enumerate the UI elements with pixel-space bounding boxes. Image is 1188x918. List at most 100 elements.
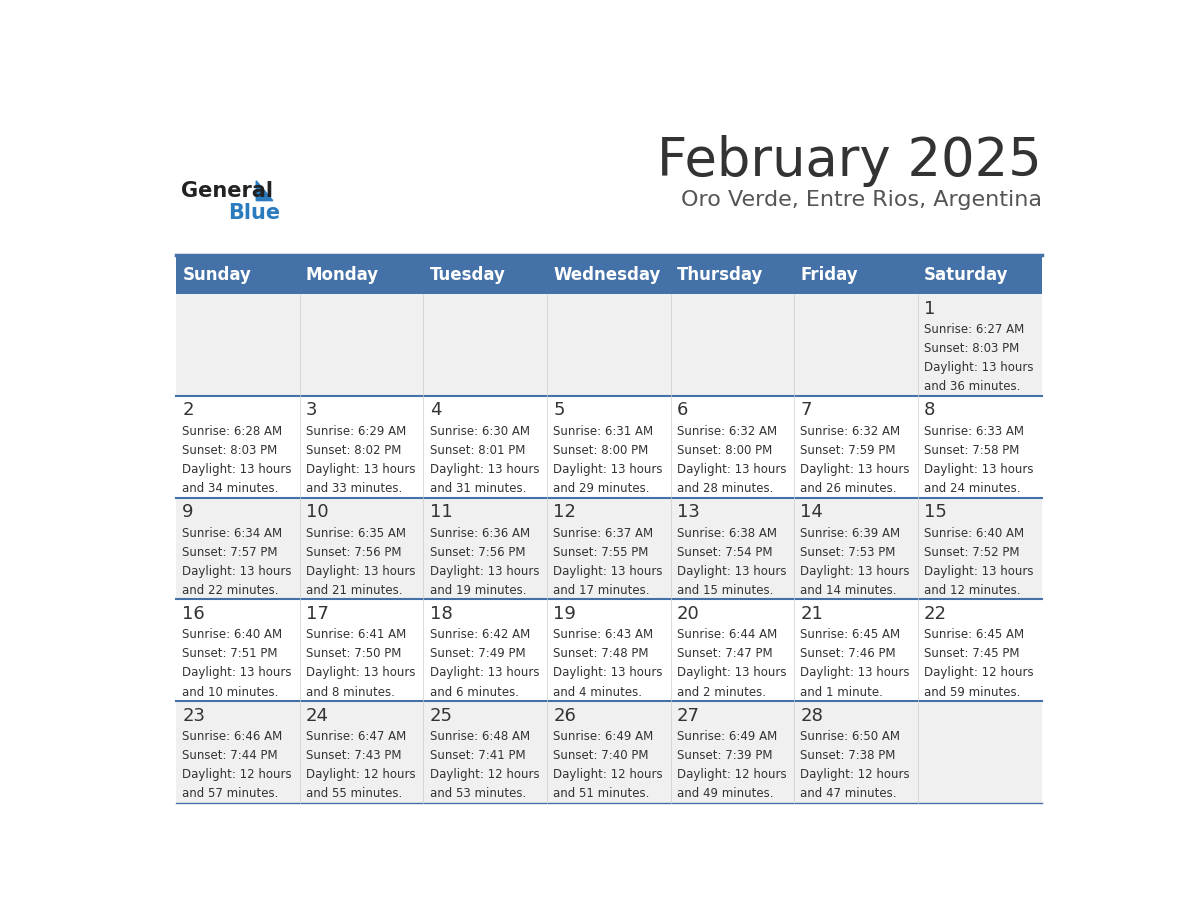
Text: Daylight: 13 hours: Daylight: 13 hours: [430, 565, 539, 577]
Text: Sunrise: 6:40 AM: Sunrise: 6:40 AM: [924, 527, 1024, 540]
Text: Daylight: 13 hours: Daylight: 13 hours: [307, 565, 416, 577]
Text: Sunset: 7:53 PM: Sunset: 7:53 PM: [801, 545, 896, 558]
Text: 19: 19: [554, 605, 576, 623]
Text: Sunrise: 6:42 AM: Sunrise: 6:42 AM: [430, 628, 530, 642]
Text: Daylight: 12 hours: Daylight: 12 hours: [677, 768, 786, 781]
Text: and 36 minutes.: and 36 minutes.: [924, 380, 1020, 393]
Text: Sunrise: 6:38 AM: Sunrise: 6:38 AM: [677, 527, 777, 540]
Text: Sunset: 8:00 PM: Sunset: 8:00 PM: [554, 443, 649, 457]
Text: Sunrise: 6:29 AM: Sunrise: 6:29 AM: [307, 425, 406, 438]
Text: Sunset: 7:56 PM: Sunset: 7:56 PM: [430, 545, 525, 558]
Text: 18: 18: [430, 605, 453, 623]
Text: 17: 17: [307, 605, 329, 623]
Text: Sunrise: 6:32 AM: Sunrise: 6:32 AM: [677, 425, 777, 438]
Text: Daylight: 12 hours: Daylight: 12 hours: [554, 768, 663, 781]
Text: Daylight: 13 hours: Daylight: 13 hours: [924, 565, 1034, 577]
Text: and 10 minutes.: and 10 minutes.: [182, 686, 279, 699]
Text: 2: 2: [182, 401, 194, 420]
FancyBboxPatch shape: [176, 498, 1042, 599]
Text: 1: 1: [924, 299, 935, 318]
FancyBboxPatch shape: [795, 255, 918, 294]
Text: Daylight: 12 hours: Daylight: 12 hours: [307, 768, 416, 781]
Text: Sunrise: 6:33 AM: Sunrise: 6:33 AM: [924, 425, 1024, 438]
Text: 7: 7: [801, 401, 811, 420]
Text: 9: 9: [182, 503, 194, 521]
FancyBboxPatch shape: [176, 701, 1042, 803]
Text: 12: 12: [554, 503, 576, 521]
Text: Thursday: Thursday: [677, 265, 763, 284]
Text: Sunrise: 6:46 AM: Sunrise: 6:46 AM: [182, 730, 283, 743]
Text: Sunset: 7:58 PM: Sunset: 7:58 PM: [924, 443, 1019, 457]
Text: 28: 28: [801, 707, 823, 724]
Text: and 26 minutes.: and 26 minutes.: [801, 482, 897, 495]
Text: Sunset: 7:59 PM: Sunset: 7:59 PM: [801, 443, 896, 457]
Text: Sunset: 8:03 PM: Sunset: 8:03 PM: [182, 443, 278, 457]
Text: Friday: Friday: [801, 265, 858, 284]
Text: Daylight: 13 hours: Daylight: 13 hours: [677, 565, 786, 577]
Text: Daylight: 13 hours: Daylight: 13 hours: [924, 463, 1034, 476]
Text: Daylight: 13 hours: Daylight: 13 hours: [924, 361, 1034, 375]
Text: Sunset: 7:49 PM: Sunset: 7:49 PM: [430, 647, 525, 660]
Text: Sunset: 7:57 PM: Sunset: 7:57 PM: [182, 545, 278, 558]
Text: and 15 minutes.: and 15 minutes.: [677, 584, 773, 597]
Text: and 24 minutes.: and 24 minutes.: [924, 482, 1020, 495]
Text: Daylight: 13 hours: Daylight: 13 hours: [677, 666, 786, 679]
Text: Sunday: Sunday: [182, 265, 251, 284]
Text: and 31 minutes.: and 31 minutes.: [430, 482, 526, 495]
Text: and 1 minute.: and 1 minute.: [801, 686, 884, 699]
Text: Sunrise: 6:28 AM: Sunrise: 6:28 AM: [182, 425, 283, 438]
Text: Sunrise: 6:37 AM: Sunrise: 6:37 AM: [554, 527, 653, 540]
Text: Daylight: 13 hours: Daylight: 13 hours: [430, 666, 539, 679]
Text: Sunset: 7:43 PM: Sunset: 7:43 PM: [307, 749, 402, 762]
Text: Wednesday: Wednesday: [554, 265, 661, 284]
Text: Sunset: 7:50 PM: Sunset: 7:50 PM: [307, 647, 402, 660]
Text: Sunrise: 6:34 AM: Sunrise: 6:34 AM: [182, 527, 283, 540]
Text: 8: 8: [924, 401, 935, 420]
Text: and 49 minutes.: and 49 minutes.: [677, 788, 773, 800]
Text: and 55 minutes.: and 55 minutes.: [307, 788, 403, 800]
Text: Daylight: 12 hours: Daylight: 12 hours: [924, 666, 1034, 679]
Text: 22: 22: [924, 605, 947, 623]
FancyBboxPatch shape: [918, 255, 1042, 294]
FancyBboxPatch shape: [176, 599, 1042, 701]
Text: 26: 26: [554, 707, 576, 724]
FancyBboxPatch shape: [546, 255, 671, 294]
Text: February 2025: February 2025: [657, 135, 1042, 187]
Text: and 59 minutes.: and 59 minutes.: [924, 686, 1020, 699]
Text: and 17 minutes.: and 17 minutes.: [554, 584, 650, 597]
Text: Sunset: 8:01 PM: Sunset: 8:01 PM: [430, 443, 525, 457]
Text: Sunrise: 6:44 AM: Sunrise: 6:44 AM: [677, 628, 777, 642]
Text: Daylight: 13 hours: Daylight: 13 hours: [554, 565, 663, 577]
Text: Daylight: 13 hours: Daylight: 13 hours: [801, 666, 910, 679]
Text: Sunset: 7:55 PM: Sunset: 7:55 PM: [554, 545, 649, 558]
Text: Daylight: 13 hours: Daylight: 13 hours: [677, 463, 786, 476]
Text: 25: 25: [430, 707, 453, 724]
Text: 23: 23: [182, 707, 206, 724]
Text: Sunset: 7:47 PM: Sunset: 7:47 PM: [677, 647, 772, 660]
Text: Sunrise: 6:47 AM: Sunrise: 6:47 AM: [307, 730, 406, 743]
Text: Sunset: 8:03 PM: Sunset: 8:03 PM: [924, 342, 1019, 355]
Text: Sunset: 7:54 PM: Sunset: 7:54 PM: [677, 545, 772, 558]
Text: Sunrise: 6:35 AM: Sunrise: 6:35 AM: [307, 527, 406, 540]
Text: Blue: Blue: [228, 204, 280, 223]
Text: Sunset: 7:45 PM: Sunset: 7:45 PM: [924, 647, 1019, 660]
Text: 5: 5: [554, 401, 564, 420]
Text: Monday: Monday: [307, 265, 379, 284]
FancyBboxPatch shape: [176, 294, 1042, 396]
Text: Sunset: 7:51 PM: Sunset: 7:51 PM: [182, 647, 278, 660]
Text: Sunrise: 6:45 AM: Sunrise: 6:45 AM: [924, 628, 1024, 642]
Text: and 29 minutes.: and 29 minutes.: [554, 482, 650, 495]
Text: Sunrise: 6:49 AM: Sunrise: 6:49 AM: [554, 730, 653, 743]
Text: Sunrise: 6:27 AM: Sunrise: 6:27 AM: [924, 323, 1024, 336]
Text: Sunset: 7:38 PM: Sunset: 7:38 PM: [801, 749, 896, 762]
Text: Daylight: 12 hours: Daylight: 12 hours: [182, 768, 292, 781]
Text: Oro Verde, Entre Rios, Argentina: Oro Verde, Entre Rios, Argentina: [681, 190, 1042, 210]
Text: Sunset: 7:41 PM: Sunset: 7:41 PM: [430, 749, 525, 762]
Text: 24: 24: [307, 707, 329, 724]
Text: Sunset: 8:02 PM: Sunset: 8:02 PM: [307, 443, 402, 457]
Text: Sunrise: 6:39 AM: Sunrise: 6:39 AM: [801, 527, 901, 540]
Text: Sunrise: 6:32 AM: Sunrise: 6:32 AM: [801, 425, 901, 438]
Text: Daylight: 13 hours: Daylight: 13 hours: [554, 666, 663, 679]
Text: Tuesday: Tuesday: [430, 265, 505, 284]
Text: 6: 6: [677, 401, 688, 420]
